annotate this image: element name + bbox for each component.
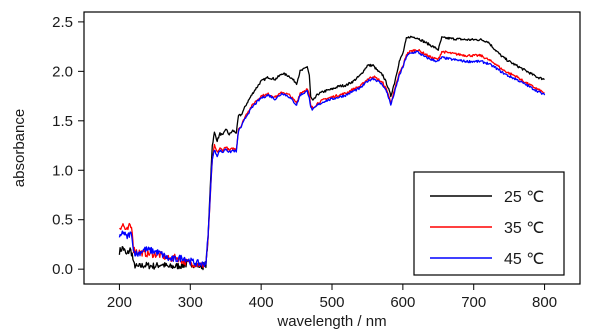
x-axis-label: wavelength / nm	[276, 313, 386, 330]
x-tick-label: 300	[178, 294, 203, 311]
y-tick-label: 1.5	[52, 113, 73, 130]
y-tick-label: 0.0	[52, 261, 73, 278]
y-tick-label: 0.5	[52, 212, 73, 229]
y-tick-label: 1.0	[52, 162, 73, 179]
x-axis: 200 300 400 500 600 700 800	[107, 284, 557, 311]
x-tick-label: 400	[249, 294, 274, 311]
x-tick-label: 800	[532, 294, 557, 311]
y-tick-label: 2.5	[52, 14, 73, 31]
legend-label: 35 ℃	[504, 220, 544, 237]
legend-label: 25 ℃	[504, 189, 544, 206]
x-tick-label: 500	[319, 294, 344, 311]
y-axis-label: absorbance	[11, 109, 28, 187]
legend-label: 45 ℃	[504, 251, 544, 268]
series-line-3	[118, 50, 546, 268]
legend: 25 ℃ 35 ℃ 45 ℃	[413, 171, 565, 276]
y-tick-label: 2.0	[52, 63, 73, 80]
series-layer	[118, 35, 546, 271]
x-tick-label: 600	[390, 294, 415, 311]
x-tick-label: 700	[461, 294, 486, 311]
x-tick-label: 200	[107, 294, 132, 311]
y-axis: 0.0 0.5 1.0 1.5 2.0 2.5	[52, 14, 84, 278]
